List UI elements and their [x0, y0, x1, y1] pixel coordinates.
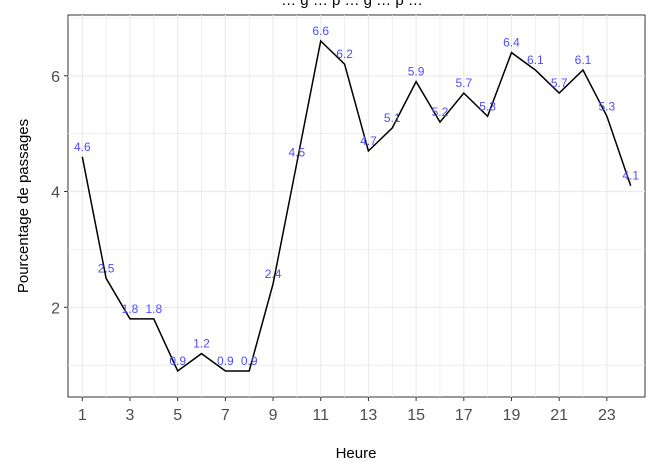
- x-tick-label: 3: [126, 407, 135, 424]
- data-label: 1.2: [193, 337, 210, 351]
- data-label: 0.9: [241, 354, 258, 368]
- x-tick-label: 11: [312, 407, 329, 424]
- data-label: 5.3: [479, 99, 496, 113]
- data-label: 5.9: [408, 65, 425, 79]
- x-tick-label: 19: [503, 407, 521, 424]
- y-tick-label: 4: [51, 185, 60, 202]
- x-tick-label: 5: [173, 407, 182, 424]
- series-line: [81, 39, 632, 373]
- x-tick-label: 21: [550, 407, 568, 424]
- y-tick-label: 2: [51, 300, 60, 317]
- data-label: 0.9: [169, 354, 186, 368]
- data-labels: 4.6 2.5 1.8 1.8 0.9 1.2 0.9 0.9 2.4 4.5 6.6 6.2 4.7 5…: [74, 24, 639, 368]
- x-tick-label: 17: [455, 407, 473, 424]
- data-label: 6.4: [503, 36, 520, 50]
- data-label: 5.7: [455, 76, 472, 90]
- data-label: 5.3: [599, 99, 616, 113]
- data-label: 4.1: [622, 169, 639, 183]
- data-label: 4.5: [289, 146, 306, 160]
- chart-title: … g … p … g … p …: [281, 0, 423, 9]
- x-tick-label: 9: [269, 407, 278, 424]
- data-label: 4.7: [360, 134, 377, 148]
- grid-lines: [68, 15, 645, 397]
- x-tick-label: 1: [78, 407, 87, 424]
- data-label: 0.9: [217, 354, 234, 368]
- x-tick-label: 7: [221, 407, 230, 424]
- x-axis-title: Heure: [336, 445, 377, 462]
- data-label: 2.5: [98, 261, 115, 275]
- x-tick-label: 15: [407, 407, 425, 424]
- x-tick-label: 23: [598, 407, 616, 424]
- data-label: 6.2: [336, 47, 353, 61]
- data-label: 1.8: [145, 302, 162, 316]
- data-label: 1.8: [122, 302, 139, 316]
- data-label: 5.1: [384, 111, 401, 125]
- x-tick-label: 13: [360, 407, 378, 424]
- y-tick-label: 6: [51, 69, 60, 86]
- data-label: 6.6: [312, 24, 329, 38]
- data-label: 2.4: [265, 267, 282, 281]
- data-label: 5.7: [551, 76, 568, 90]
- data-label: 4.6: [74, 140, 91, 154]
- data-label: 6.1: [527, 53, 544, 67]
- data-label: 6.1: [575, 53, 592, 67]
- y-axis-title: Pourcentage de passages: [15, 119, 32, 293]
- data-label: 5.2: [432, 105, 449, 119]
- plot-panel: [67, 14, 646, 398]
